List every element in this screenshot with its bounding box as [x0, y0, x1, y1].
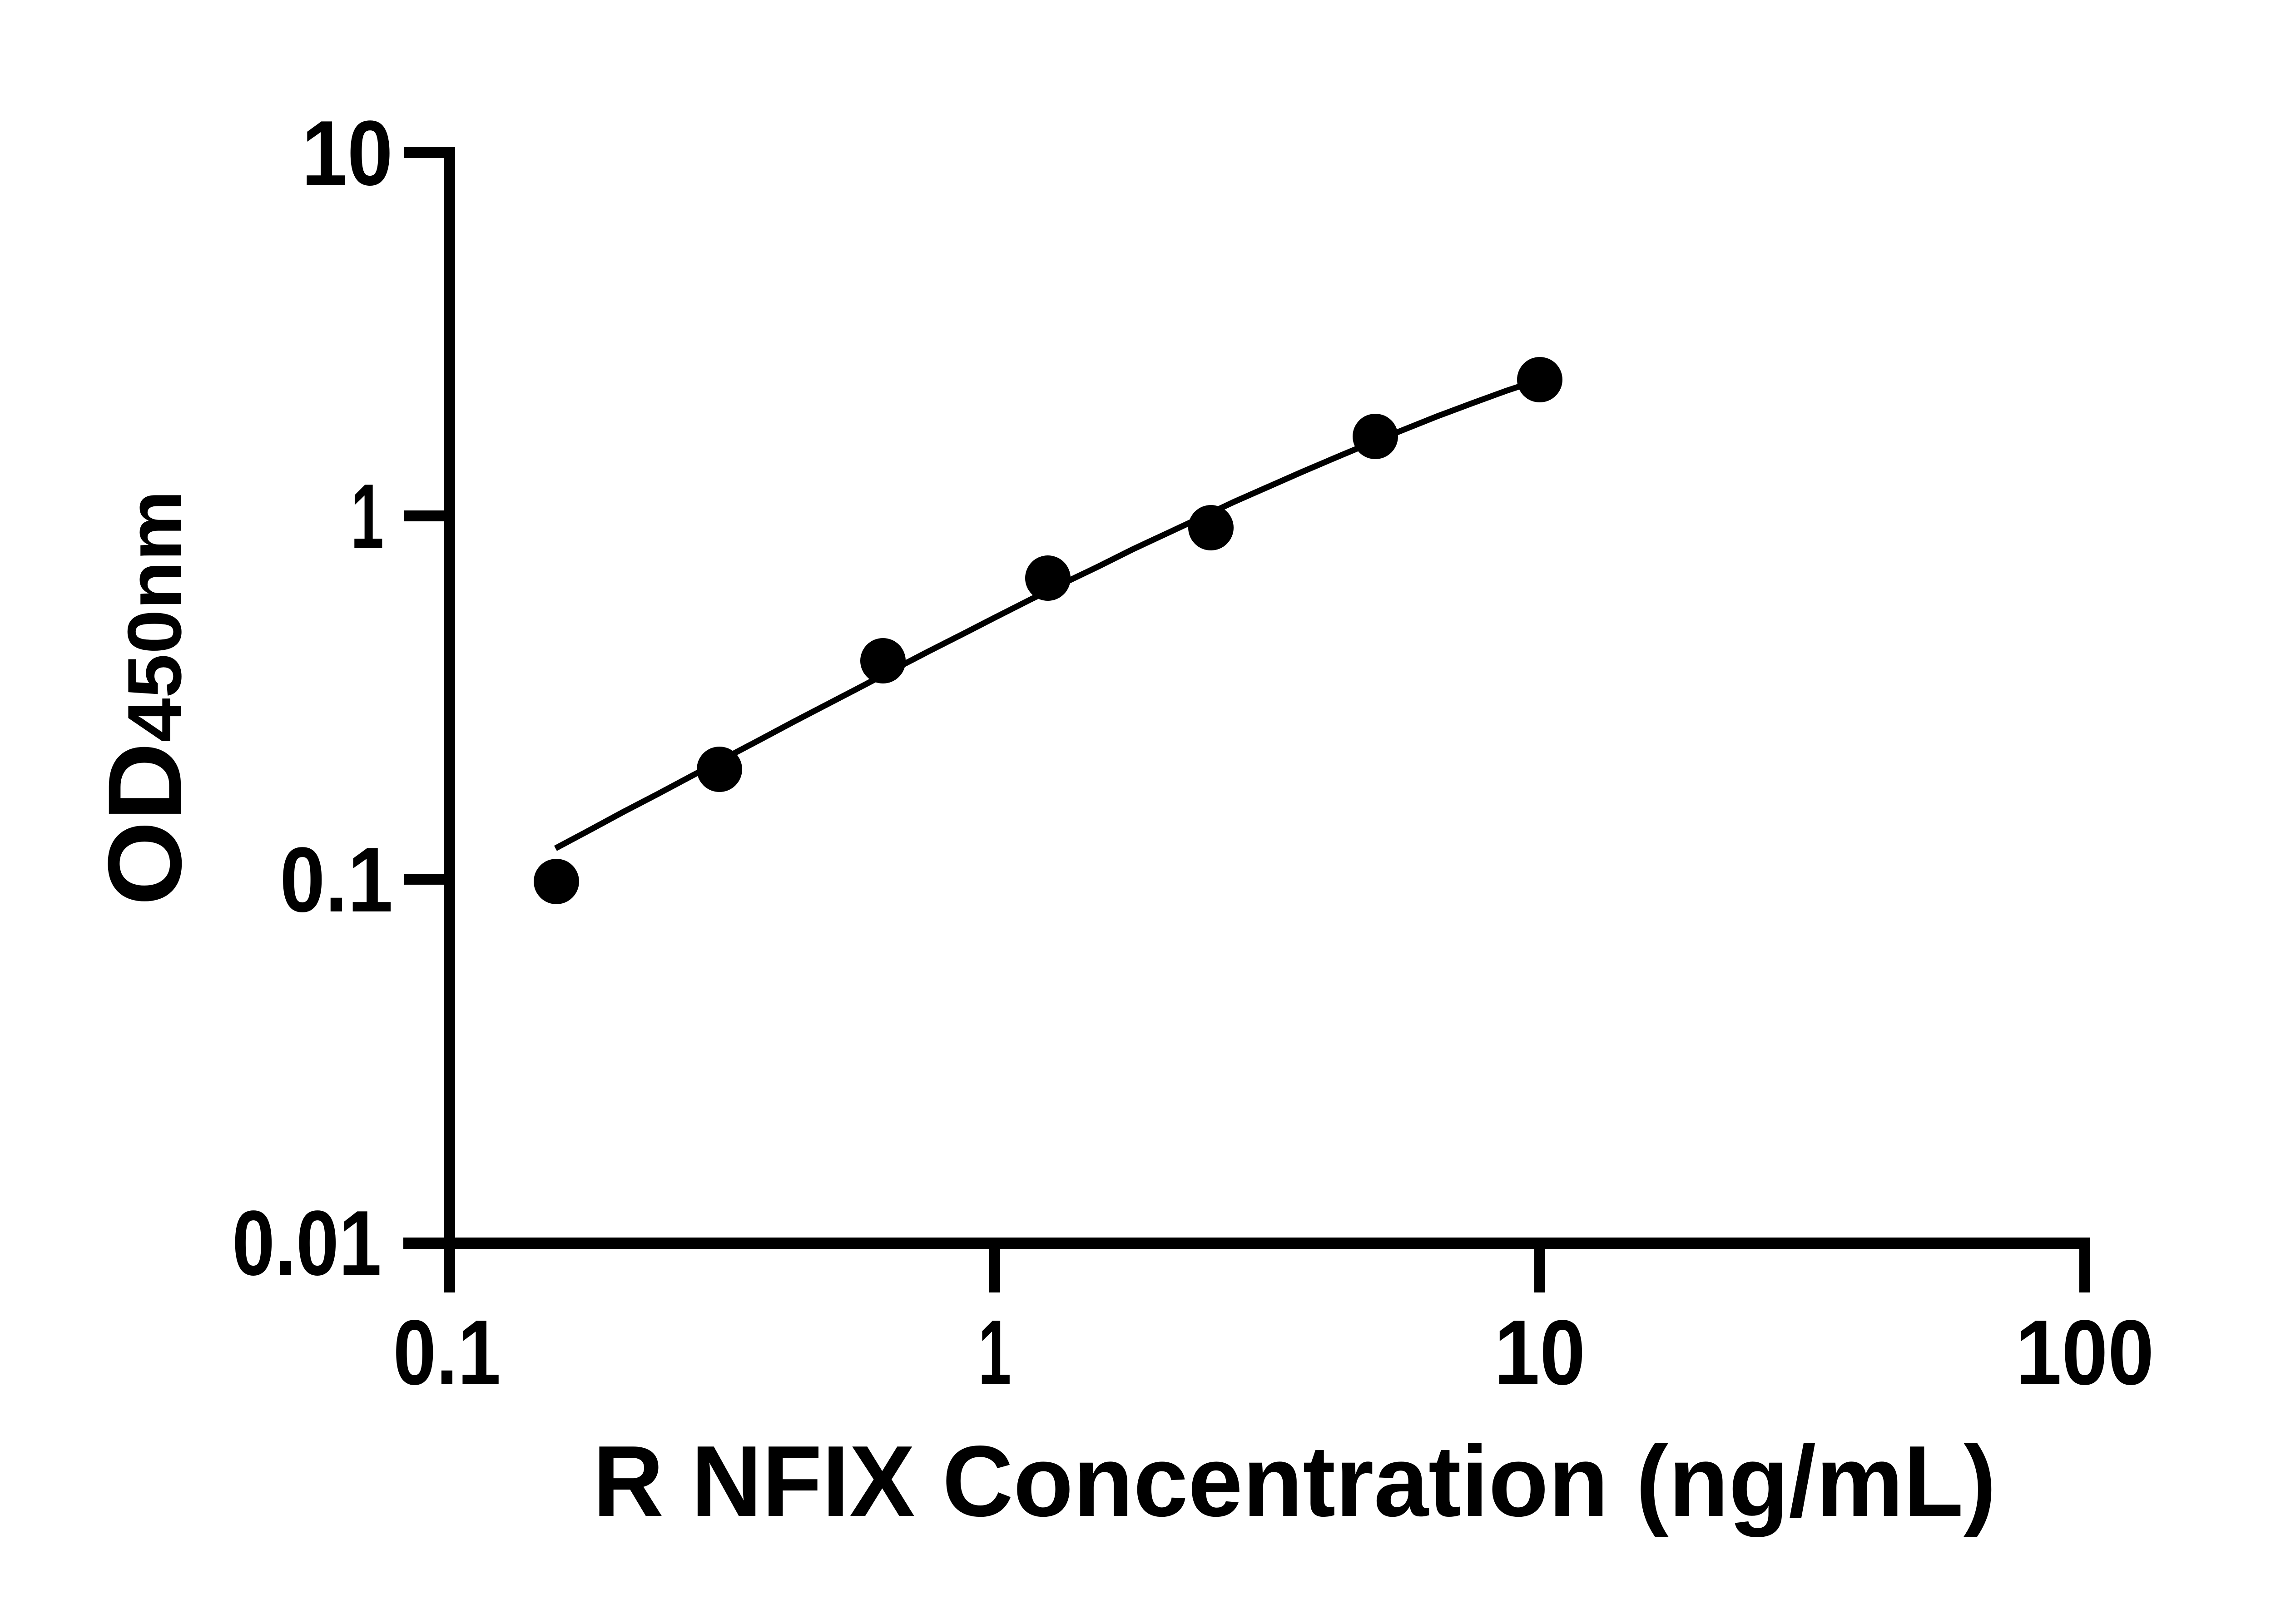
- svg-text:R NFIX Concentration (ng/mL): R NFIX Concentration (ng/mL): [593, 1425, 1996, 1538]
- svg-text:1: 1: [351, 465, 384, 568]
- svg-text:0.01: 0.01: [232, 1192, 382, 1295]
- svg-text:1: 1: [978, 1301, 1012, 1404]
- svg-text:0.1: 0.1: [280, 828, 393, 931]
- svg-text:10: 10: [302, 102, 393, 205]
- svg-text:0.1: 0.1: [393, 1301, 501, 1404]
- svg-text:100: 100: [2016, 1301, 2154, 1404]
- svg-text:10: 10: [1494, 1301, 1586, 1404]
